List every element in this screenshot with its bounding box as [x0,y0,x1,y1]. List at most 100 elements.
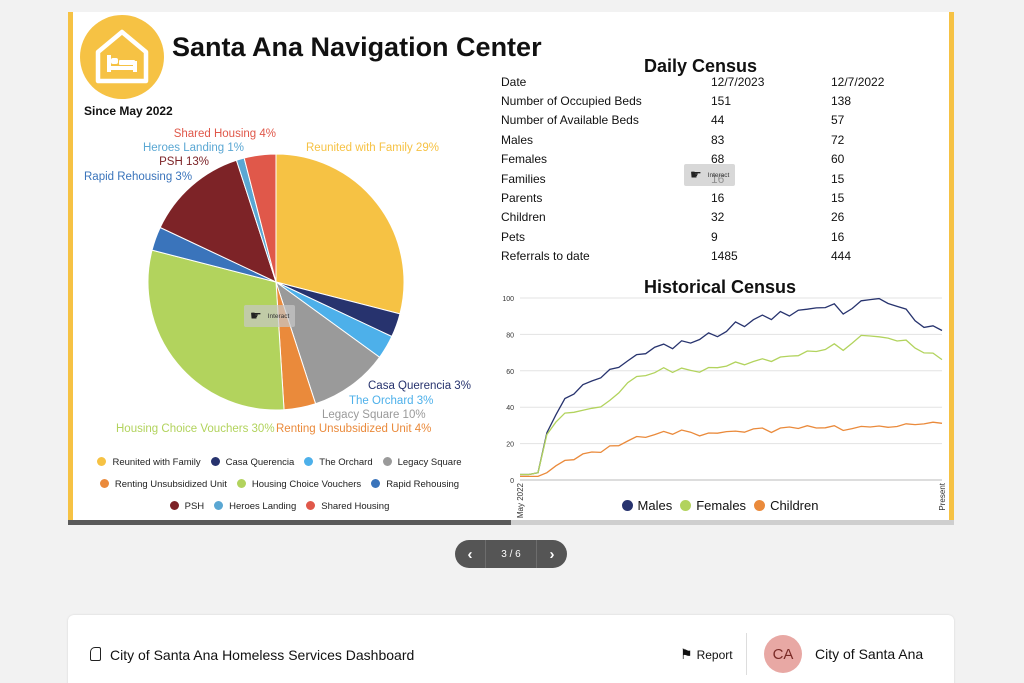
census-cell: 26 [831,210,845,225]
legend-label: Shared Housing [321,501,390,512]
shelter-bed-icon [80,15,164,99]
pie-label: Rapid Rehousing 3% [84,171,192,183]
pie-label: Reunited with Family 29% [306,142,439,154]
y-tick-label: 80 [506,332,514,339]
document-icon [90,647,101,661]
line-legend-item[interactable]: Children [754,498,818,513]
census-cell: 12/7/2023 [711,74,765,89]
legend-dot [169,501,179,510]
legend-dot [680,500,692,511]
series-line-females[interactable] [520,334,943,476]
census-cell: Number of Occupied Beds [501,94,642,109]
legend-dot [210,457,220,466]
pie-slice-legacy-square[interactable] [275,280,381,405]
legend-item[interactable]: Legacy Square [382,452,462,474]
legend-label: Renting Unsubsidized Unit [114,479,227,490]
census-cell: 151 [711,94,732,109]
legend-item[interactable]: Shared Housing [306,496,389,518]
census-cell: 138 [831,94,852,109]
series-line-children[interactable] [520,421,943,478]
legend-dot [382,457,392,466]
series-line-males[interactable] [520,297,943,476]
legend-dot [214,501,224,510]
next-page-button[interactable]: › [537,540,567,568]
census-cell: Parents [501,191,543,206]
page-count: 3 / 6 [485,540,537,568]
census-cell: 57 [831,113,845,128]
pie-label: Renting Unsubsidized Unit 4% [276,423,431,435]
legend-item[interactable]: Renting Unsubsidized Unit [99,474,227,496]
census-row: Referrals to date 1485 444 [495,247,925,266]
x-start-label: May 2022 [516,482,525,518]
legend-dot [306,501,316,510]
legend-item[interactable]: Housing Choice Vouchers [236,474,361,496]
census-row: Parents 16 15 [495,188,925,207]
pie-label: Shared Housing 4% [174,128,276,140]
census-cell: Number of Available Beds [501,113,639,128]
legend-dot [754,500,766,511]
page-title: Santa Ana Navigation Center [172,32,542,62]
y-tick-label: 60 [506,369,514,376]
legend-label: The Orchard [319,457,373,468]
census-row: Number of Available Beds 44 57 [495,111,925,130]
hand-pointer-icon: ☛ [250,308,262,323]
chevron-right-icon: › [549,545,555,563]
legend-item[interactable]: Heroes Landing [214,496,296,518]
line-legend: Males Females Children [600,498,840,513]
census-cell: Families [501,171,546,186]
page-navigator: ‹ 3 / 6 › [455,540,567,568]
report-label: Report [696,647,733,662]
interact-button[interactable]: ☛ Interact [244,305,296,327]
historical-census-title: Historical Census [644,277,797,297]
census-cell: Children [501,210,546,225]
pie-label: PSH 13% [159,156,209,168]
pie-label: Legacy Square 10% [322,409,426,421]
y-tick-label: 100 [502,296,514,303]
census-cell: 32 [711,210,725,225]
avatar[interactable]: CA [764,635,802,673]
census-row: Males 83 72 [495,130,925,149]
legend-label: Heroes Landing [229,501,297,512]
legend-item[interactable]: Reunited with Family [97,452,201,474]
pie-slice-shared-housing[interactable] [243,153,277,283]
census-cell: Females [501,152,548,167]
interact-button[interactable]: ☛ Interact [684,164,736,186]
y-tick-label: 20 [506,442,514,449]
page-progress-bar [68,520,954,525]
pie-slice-psh[interactable] [159,159,277,283]
census-row: Number of Occupied Beds 151 138 [495,91,925,110]
legend-item[interactable]: PSH [169,496,204,518]
census-cell: 60 [831,152,845,167]
legend-label: Rapid Rehousing [386,479,460,490]
pie-label: Casa Querencia 3% [368,380,471,392]
legend-dot [236,479,246,488]
pie-slice-reunited-with-family[interactable] [275,153,405,315]
census-cell: 68 [711,152,725,167]
census-cell: 16 [831,229,845,244]
pie-slice-housing-choice-vouchers[interactable] [147,249,285,411]
org-name[interactable]: City of Santa Ana [815,646,924,662]
report-button[interactable]: ⚑ Report [680,646,733,663]
pie-label: Heroes Landing 1% [143,142,244,154]
pie-chart[interactable]: Reunited with Family 29% Casa Querencia 3… [74,120,494,450]
line-chart[interactable]: 0 20 40 60 80 100 May 2022 Present [490,290,954,518]
census-header-row: Date 12/7/2023 12/7/2022 [495,72,925,91]
prev-page-button[interactable]: ‹ [455,540,485,568]
daily-census-title: Daily Census [644,56,758,76]
legend-item[interactable]: The Orchard [304,452,373,474]
legend-item[interactable]: Casa Querencia [210,452,294,474]
census-row: Pets 9 16 [495,227,925,246]
census-cell: Referrals to date [501,249,590,264]
since-label: Since May 2022 [84,104,173,118]
census-cell: 44 [711,113,725,128]
line-legend-item[interactable]: Females [680,498,746,513]
flag-icon: ⚑ [680,646,693,662]
legend-item[interactable]: Rapid Rehousing [371,474,459,496]
line-legend-item[interactable]: Males [621,498,672,513]
legend-label: Legacy Square [397,457,462,468]
census-cell: 16 [711,191,725,206]
chevron-left-icon: ‹ [467,545,473,563]
dashboard-title: City of Santa Ana Homeless Services Dash… [110,647,415,663]
page-progress-fill [68,520,511,525]
x-end-label: Present [938,482,947,510]
